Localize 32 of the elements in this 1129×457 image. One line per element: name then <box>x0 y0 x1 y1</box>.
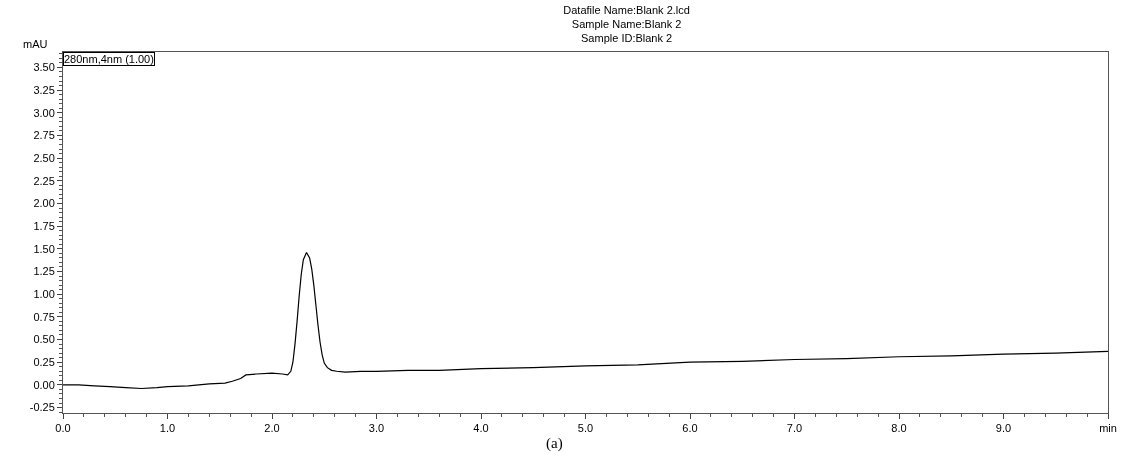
x-tick-label: 4.0 <box>473 422 489 435</box>
y-tick-label: 3.25 <box>33 83 55 96</box>
y-tick-label: 1.50 <box>33 242 55 255</box>
y-tick-label: 1.00 <box>33 288 55 301</box>
x-tick-label: 8.0 <box>891 422 907 435</box>
y-tick-label: 2.50 <box>33 151 55 164</box>
x-tick-label: 3.0 <box>368 422 385 435</box>
x-tick-label: 9.0 <box>995 422 1012 435</box>
text: (a) <box>546 435 563 452</box>
y-tick-label: -0.25 <box>29 401 55 414</box>
chart-title: Datafile Name:Blank 2.lcd Sample Name:Blank 2 Sample ID:Blank 2 <box>563 3 690 45</box>
y-tick-label: 0.75 <box>33 310 55 323</box>
y-tick-label: 1.75 <box>33 220 55 232</box>
x-tick-label: min <box>1099 422 1117 435</box>
x-tick-label: 6.0 <box>682 422 698 435</box>
y-tick-label: 3.00 <box>33 106 55 119</box>
x-tick-label: 7.0 <box>786 422 803 435</box>
annotation: 280nm,4nm (1.00) <box>64 53 154 65</box>
y-tick-label: 0.00 <box>33 378 55 391</box>
x-tick-label: 5.0 <box>577 422 594 435</box>
x-tick-label: 2.0 <box>264 422 280 435</box>
x-tick-label: 0.0 <box>55 422 71 435</box>
y-tick-label: 3.50 <box>33 61 55 74</box>
y-axis-title: mAU <box>23 38 48 50</box>
line-series <box>63 251 1108 390</box>
y-tick-label: 0.25 <box>33 356 55 369</box>
y-tick-label: 0.50 <box>33 333 55 346</box>
y-tick-label: 2.25 <box>33 174 55 187</box>
y-tick-label: 2.75 <box>33 129 55 142</box>
y-tick-label: 2.00 <box>33 197 55 210</box>
x-tick-label: 1.0 <box>159 422 176 435</box>
y-tick-label: 1.25 <box>33 265 55 278</box>
